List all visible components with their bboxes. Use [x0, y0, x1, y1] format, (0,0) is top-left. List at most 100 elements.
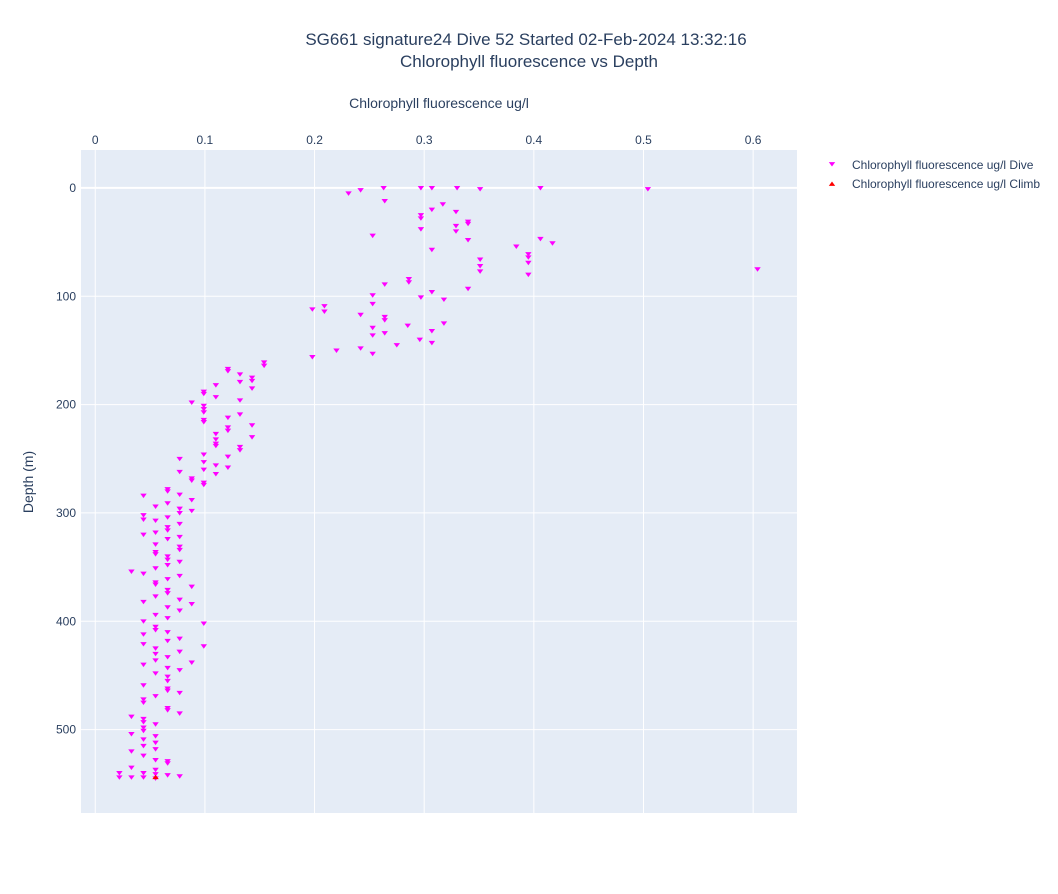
dive-point — [152, 552, 159, 557]
dive-point — [369, 233, 376, 239]
dive-point — [345, 191, 352, 196]
dive-point — [128, 749, 135, 754]
dive-point — [188, 660, 195, 665]
dive-point — [452, 223, 460, 229]
dive-point — [140, 683, 147, 688]
dive-point — [152, 504, 159, 509]
dive-point — [188, 478, 195, 483]
x-tick-label: 0.4 — [526, 133, 543, 147]
dive-point — [176, 469, 183, 475]
dive-point — [236, 379, 244, 385]
dive-point — [152, 671, 159, 676]
y-tick-label: 0 — [69, 181, 76, 195]
dive-point — [128, 775, 135, 780]
dive-point — [164, 557, 171, 563]
x-tick-label: 0 — [92, 133, 99, 147]
plot-area — [81, 150, 797, 813]
dive-point — [152, 772, 159, 777]
dive-point — [152, 627, 159, 633]
chart-title-line-1: SG661 signature24 Dive 52 Started 02-Feb… — [305, 30, 746, 49]
dive-point — [176, 547, 183, 553]
legend-label-climb: Chlorophyll fluorescence ug/l Climb — [852, 177, 1040, 191]
dive-point — [188, 584, 195, 590]
dive-point — [212, 431, 220, 437]
dive-point — [164, 638, 171, 644]
dive-point — [369, 351, 376, 357]
dive-point — [152, 694, 159, 699]
dive-point — [260, 360, 268, 365]
legend-item-climb[interactable]: Chlorophyll fluorescence ug/l Climb — [828, 177, 1041, 191]
dive-point — [140, 662, 147, 668]
dive-point — [476, 257, 484, 262]
dive-point — [140, 532, 147, 538]
dive-point — [164, 489, 171, 494]
data-points — [116, 185, 761, 781]
legend-item-dive[interactable]: Chlorophyll fluorescence ug/l Dive — [828, 158, 1034, 172]
dive-point — [476, 263, 484, 269]
dive-point — [357, 312, 364, 318]
dive-point — [200, 410, 208, 415]
dive-point — [152, 566, 159, 571]
dive-point — [417, 295, 425, 300]
dive-point — [248, 386, 256, 391]
dive-point — [224, 454, 232, 460]
dive-point — [405, 280, 413, 285]
dive-point — [188, 601, 195, 607]
x-axis-ticks: 0 0.1 0.2 0.3 0.4 0.5 0.6 — [92, 133, 762, 147]
dive-point — [140, 728, 147, 734]
dive-point — [140, 599, 147, 605]
legend[interactable]: Chlorophyll fluorescence ug/l Dive Chlor… — [828, 158, 1041, 191]
dive-point — [236, 398, 244, 403]
dive-point — [176, 608, 183, 613]
dive-point — [176, 534, 183, 540]
dive-point — [428, 207, 436, 213]
dive-point — [525, 272, 532, 278]
dive-point — [140, 697, 147, 702]
dive-point — [428, 289, 436, 295]
dive-point — [176, 636, 183, 642]
dive-point — [164, 655, 171, 660]
dive-point — [333, 348, 340, 353]
dive-point — [176, 492, 183, 498]
dive-point — [176, 559, 183, 565]
dive-point — [393, 343, 400, 348]
dive-point — [152, 658, 159, 663]
dive-point — [200, 644, 208, 649]
dive-point — [513, 244, 520, 249]
x-tick-label: 0.2 — [306, 133, 323, 147]
dive-point — [404, 323, 411, 329]
dive-point — [164, 536, 171, 542]
dive-point — [381, 331, 388, 336]
legend-marker-dive — [828, 162, 836, 167]
dive-point — [140, 700, 147, 706]
dive-point — [440, 321, 448, 326]
dive-point — [176, 690, 183, 696]
dive-point — [164, 501, 171, 506]
dive-point — [200, 467, 208, 473]
dive-point — [200, 406, 208, 412]
dive-point — [140, 743, 147, 749]
dive-point — [140, 753, 147, 759]
dive-point — [525, 255, 532, 260]
dive-point — [476, 269, 484, 274]
dive-point — [212, 463, 220, 468]
dive-point — [164, 678, 171, 684]
dive-point — [164, 773, 171, 778]
dive-point — [164, 616, 171, 621]
dive-point — [176, 711, 183, 716]
x-tick-label: 0.5 — [635, 133, 652, 147]
dive-point — [152, 624, 159, 630]
dive-point — [164, 587, 171, 593]
dive-point — [128, 569, 135, 574]
dive-point — [128, 731, 135, 737]
dive-point — [440, 297, 448, 303]
dive-point — [200, 621, 208, 626]
dive-point — [140, 571, 147, 577]
dive-point — [212, 471, 220, 477]
dive-point — [140, 632, 147, 637]
dive-point — [369, 293, 376, 298]
dive-point — [128, 714, 135, 720]
dive-point — [164, 525, 171, 530]
dive-point — [537, 236, 544, 242]
dive-point — [140, 716, 147, 722]
